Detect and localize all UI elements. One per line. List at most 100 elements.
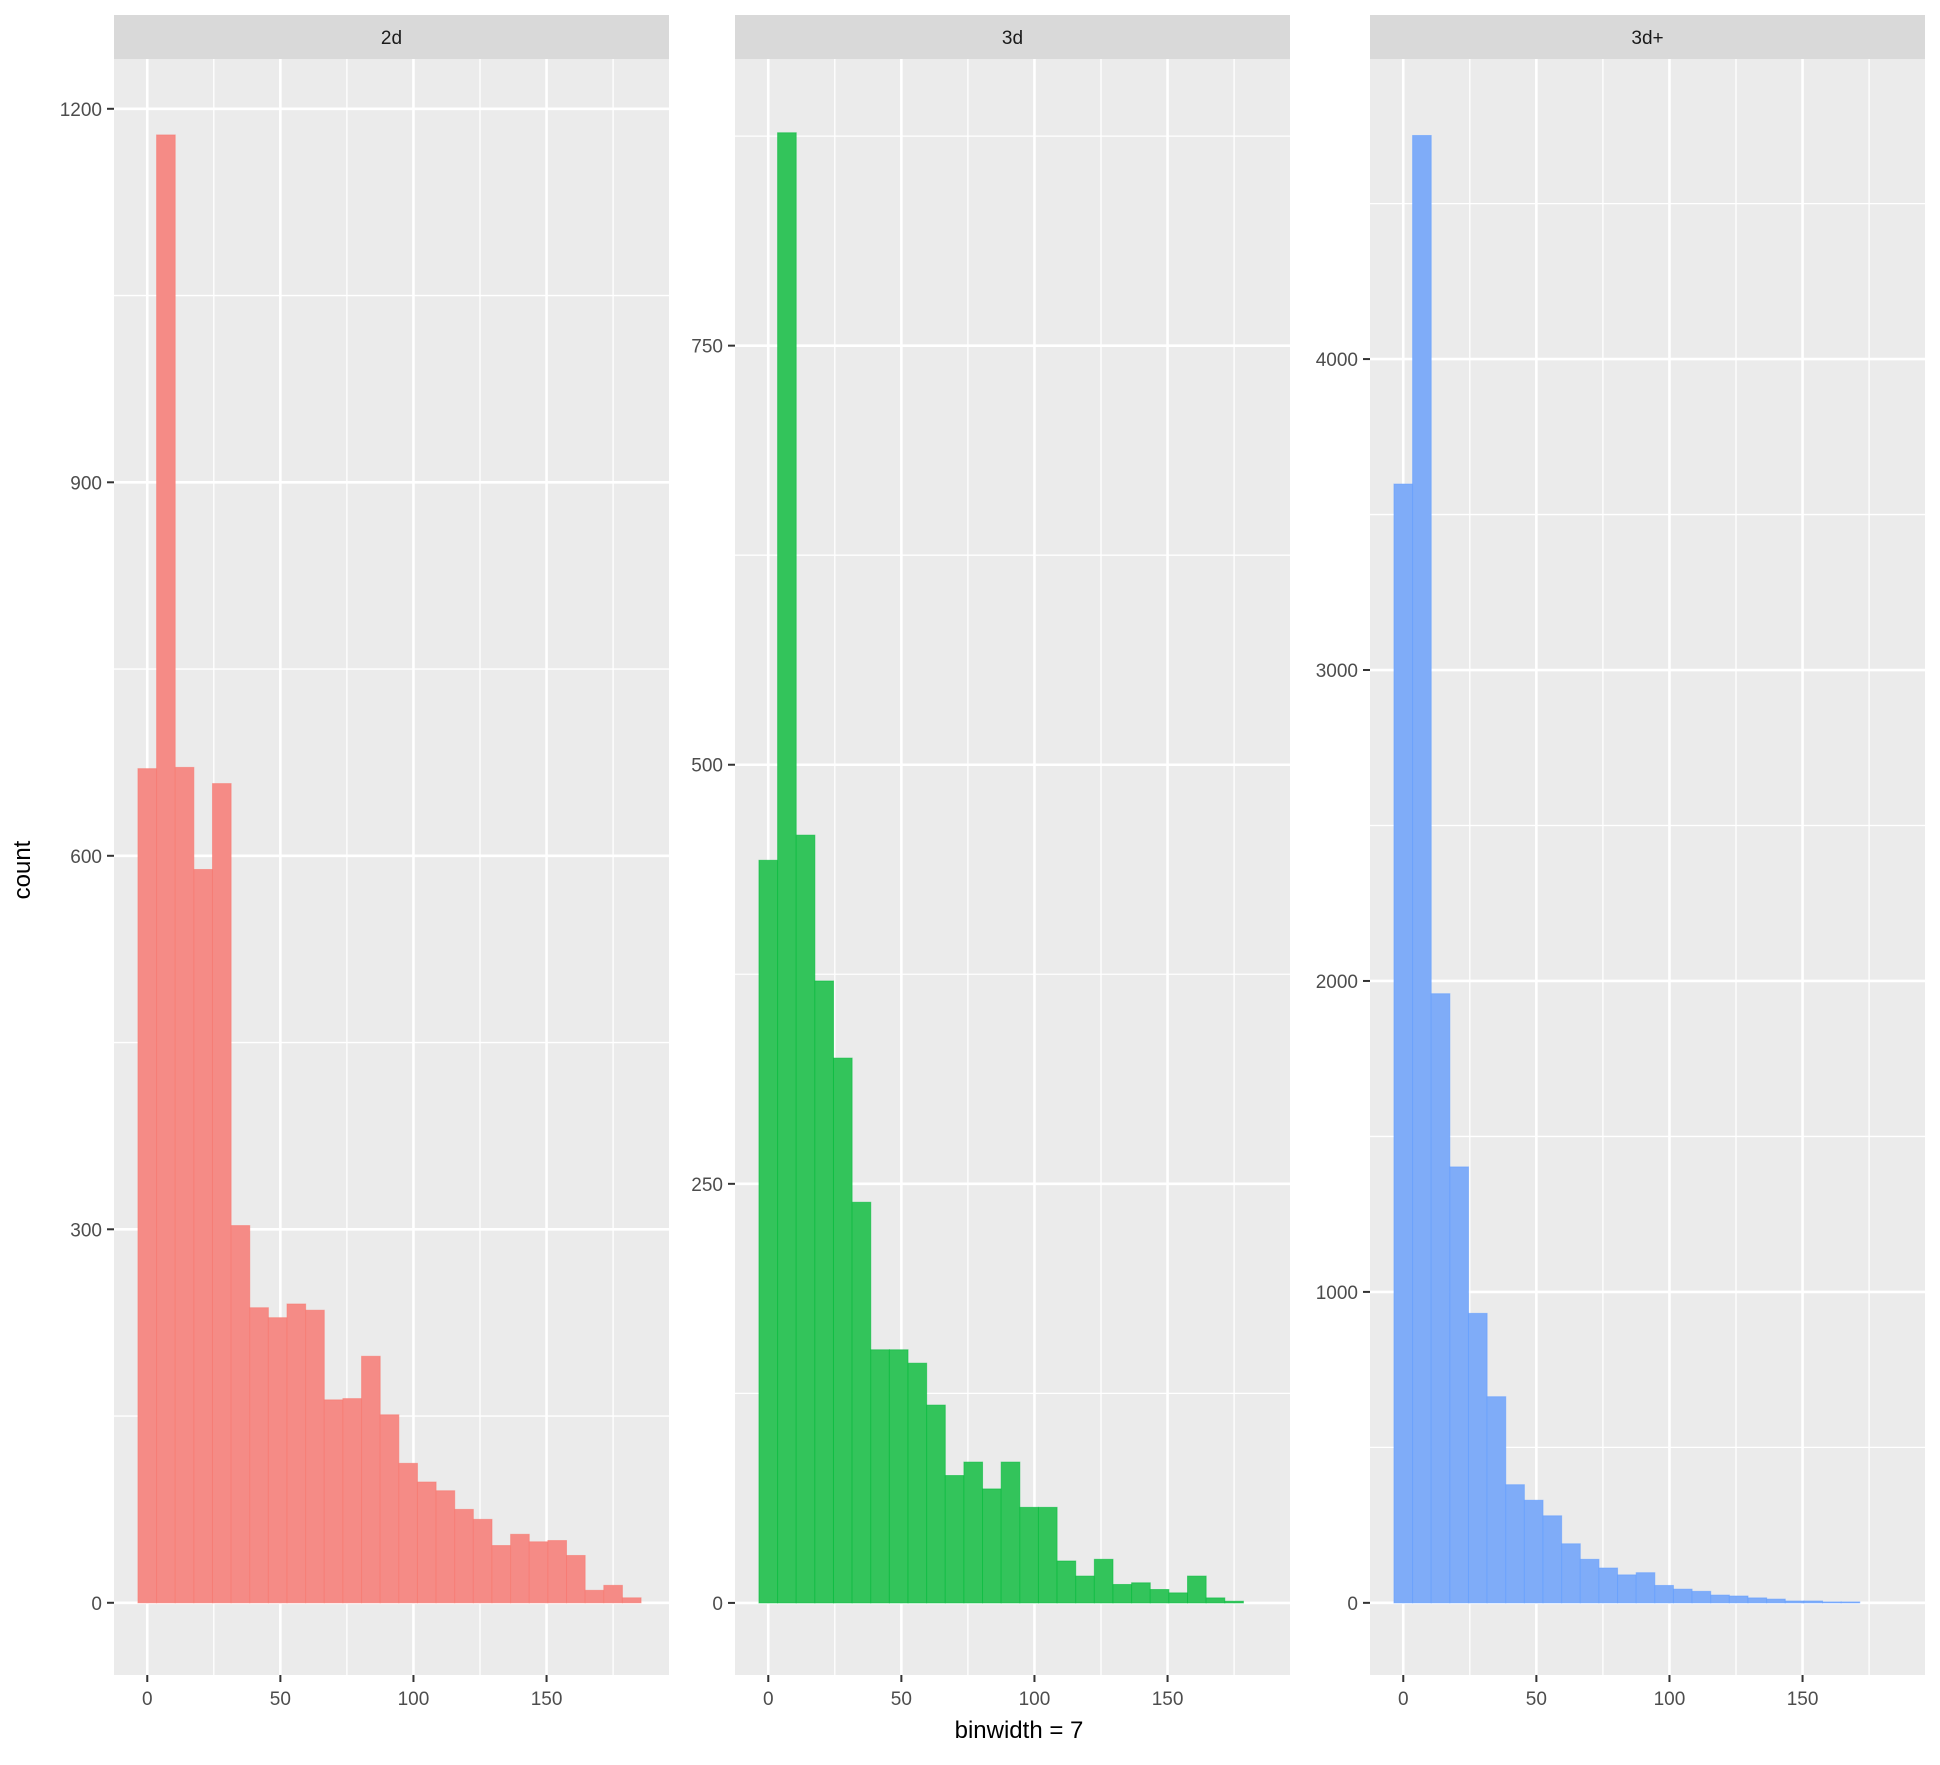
- histogram-bar: [1598, 1567, 1619, 1604]
- histogram-bar: [1093, 1558, 1114, 1604]
- histogram-bar: [1672, 1588, 1693, 1604]
- histogram-bar: [1617, 1574, 1637, 1604]
- facet-3d+: 3d+ 0 1000 2000 3000 4000 0 50 100 150: [1316, 15, 1925, 1710]
- x-tick-label: 100: [1019, 1689, 1051, 1710]
- histogram-bar: [435, 1490, 456, 1604]
- histogram-bar: [944, 1475, 965, 1604]
- histogram-bar: [323, 1399, 344, 1604]
- histogram-bar: [156, 134, 176, 1604]
- histogram-bar: [1747, 1597, 1768, 1604]
- x-tick-label: 0: [763, 1689, 774, 1710]
- histogram-bar: [249, 1307, 269, 1604]
- x-tick-label: 0: [142, 1689, 153, 1710]
- histogram-bar: [1728, 1595, 1749, 1604]
- y-tick-label: 0: [1347, 1594, 1358, 1615]
- histogram-bar: [342, 1398, 363, 1604]
- y-tick-label: 300: [70, 1220, 102, 1241]
- histogram-bar: [1766, 1598, 1786, 1604]
- histogram-bar: [454, 1508, 474, 1604]
- histogram-bar: [1393, 483, 1414, 1604]
- histogram-bar: [137, 768, 158, 1604]
- y-tick-label: 3000: [1316, 661, 1358, 682]
- histogram-bar: [1654, 1584, 1674, 1604]
- x-tick-label: 0: [1398, 1689, 1409, 1710]
- histogram-bar: [1523, 1499, 1544, 1604]
- histogram-bar: [361, 1355, 381, 1604]
- x-tick-label: 150: [1787, 1689, 1819, 1710]
- histogram-bar: [230, 1225, 251, 1604]
- histogram-bar: [1822, 1601, 1842, 1604]
- facet-2d: 2d 0 300 600 900 1200 0 50 100 150: [60, 15, 669, 1710]
- histogram-bar: [963, 1461, 984, 1604]
- histogram-bar: [870, 1349, 890, 1604]
- histogram-bar: [528, 1541, 549, 1604]
- facet-3d: 3d 0 250 500 750 0 50 100 150: [691, 15, 1290, 1710]
- histogram-bar: [1467, 1312, 1488, 1604]
- y-tick-label: 4000: [1316, 350, 1358, 371]
- histogram-bar: [1710, 1594, 1730, 1604]
- histogram-bar: [174, 766, 195, 1604]
- histogram-bar: [1486, 1396, 1507, 1604]
- histogram-bar: [1075, 1575, 1095, 1604]
- histogram-bar: [621, 1597, 642, 1604]
- histogram-bars: [1393, 134, 1861, 1604]
- x-tick-label: 100: [1654, 1689, 1686, 1710]
- facet-strip-label: 2d: [381, 28, 402, 49]
- histogram-bar: [1149, 1589, 1170, 1604]
- histogram-bar: [211, 783, 232, 1604]
- histogram-bar: [851, 1201, 872, 1604]
- histogram-bar: [1131, 1582, 1151, 1604]
- histogram-bar: [758, 859, 779, 1604]
- facet-strip-label: 3d: [1002, 28, 1023, 49]
- histogram-bar: [1840, 1601, 1861, 1604]
- facet-strip: [1370, 15, 1925, 59]
- histogram-bar: [1412, 134, 1432, 1604]
- histogram-bar: [1000, 1461, 1021, 1604]
- y-tick-label: 250: [691, 1175, 723, 1196]
- histogram-bar: [1056, 1560, 1077, 1604]
- histogram-bar: [1112, 1583, 1133, 1604]
- histogram-bar: [1542, 1515, 1563, 1604]
- histogram-bar: [1019, 1506, 1039, 1604]
- x-tick-label: 150: [531, 1689, 563, 1710]
- histogram-bar: [926, 1404, 946, 1604]
- histogram-bar: [566, 1554, 586, 1604]
- histogram-bar: [795, 834, 816, 1604]
- facet-strip: [735, 15, 1290, 59]
- histogram-bar: [777, 132, 797, 1604]
- histogram-bar: [1561, 1543, 1581, 1604]
- histogram-bar: [907, 1362, 928, 1604]
- histogram-bar: [814, 980, 834, 1604]
- histogram-bar: [1579, 1558, 1600, 1604]
- histogram-bar: [1449, 1166, 1469, 1604]
- histogram-bar: [379, 1414, 400, 1604]
- histogram-bar: [286, 1303, 307, 1604]
- facet-strip-label: 3d+: [1631, 28, 1663, 49]
- x-tick-label: 100: [398, 1689, 430, 1710]
- histogram-bar: [472, 1518, 493, 1604]
- histogram-bar: [416, 1481, 437, 1604]
- histogram-bar: [982, 1488, 1002, 1604]
- histogram-bar: [603, 1584, 623, 1604]
- x-axis-title: binwidth = 7: [955, 1717, 1084, 1744]
- y-axis-title: count: [9, 840, 36, 899]
- histogram-bar: [1430, 993, 1451, 1604]
- histogram-bar: [305, 1309, 325, 1604]
- y-tick-label: 750: [691, 337, 723, 358]
- histogram-bars: [137, 134, 642, 1604]
- histogram-bar: [1168, 1592, 1189, 1604]
- y-tick-label: 2000: [1316, 972, 1358, 993]
- histogram-bar: [1784, 1600, 1805, 1604]
- y-tick-label: 500: [691, 756, 723, 777]
- histogram-bar: [193, 868, 213, 1604]
- y-tick-label: 1000: [1316, 1283, 1358, 1304]
- histogram-bar: [832, 1057, 853, 1604]
- histogram-bar: [510, 1533, 530, 1604]
- histogram-bar: [267, 1317, 288, 1604]
- histogram-bar: [547, 1540, 568, 1604]
- x-tick-label: 50: [1526, 1689, 1547, 1710]
- y-tick-label: 900: [70, 473, 102, 494]
